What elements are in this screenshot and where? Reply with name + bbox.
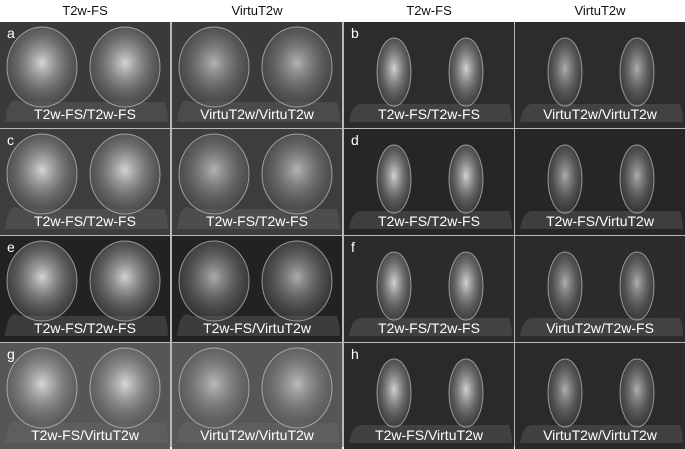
mri-panel-g-right: VirtuT2w/VirtuT2w [172,343,342,449]
column-header-virtut2w-right: VirtuT2w [574,3,626,18]
mri-panel-c-right: T2w-FS/T2w-FS [172,129,342,235]
panel-letter: c [7,132,14,148]
mri-panel-b-left: b T2w-FS/T2w-FS [344,22,514,128]
panel-caption: T2w-FS/T2w-FS [378,213,480,229]
mri-panel-g-left: g T2w-FS/VirtuT2w [0,343,170,449]
breast-mri-image [520,37,683,122]
breast-mri-image [520,251,683,336]
mri-panel-a-left: a T2w-FS/T2w-FS [0,22,170,128]
panel-caption: VirtuT2w/VirtuT2w [543,106,657,122]
panel-letter: a [7,25,15,41]
panel-letter: b [351,25,359,41]
breast-mri-image [177,240,340,336]
breast-mri-image [349,251,512,336]
mri-panel-a-right: VirtuT2w/VirtuT2w [172,22,342,128]
column-header-t2w-fs-left: T2w-FS [62,3,108,18]
panel-caption: VirtuT2w/VirtuT2w [543,427,657,443]
breast-mri-image [5,240,168,336]
mri-panel-f-right: VirtuT2w/T2w-FS [515,236,685,342]
panel-caption: T2w-FS/T2w-FS [378,320,480,336]
panel-caption: T2w-FS/T2w-FS [34,213,136,229]
breast-mri-image [5,26,168,122]
panel-letter: d [351,132,359,148]
mri-panel-h-left: h T2w-FS/VirtuT2w [344,343,514,449]
mri-panel-c-left: c T2w-FS/T2w-FS [0,129,170,235]
mri-panel-e-left: e T2w-FS/T2w-FS [0,236,170,342]
panel-caption: T2w-FS/T2w-FS [34,320,136,336]
panel-letter: h [351,346,359,362]
column-header-t2w-fs-right: T2w-FS [406,3,452,18]
breast-mri-image [520,358,683,443]
panel-caption: T2w-FS/VirtuT2w [31,427,139,443]
panel-caption: T2w-FS/VirtuT2w [375,427,483,443]
panel-letter: g [7,346,15,362]
panel-caption: VirtuT2w/T2w-FS [546,320,654,336]
mri-panel-d-right: T2w-FS/VirtuT2w [515,129,685,235]
panel-caption: VirtuT2w/VirtuT2w [200,427,314,443]
mri-panel-f-left: f T2w-FS/T2w-FS [344,236,514,342]
panel-caption: VirtuT2w/VirtuT2w [200,106,314,122]
breast-mri-image [5,133,168,229]
breast-mri-image [520,144,683,229]
breast-mri-image [177,133,340,229]
panel-caption: T2w-FS/T2w-FS [378,106,480,122]
breast-mri-image [349,144,512,229]
panel-caption: T2w-FS/VirtuT2w [203,320,311,336]
mri-panel-h-right: VirtuT2w/VirtuT2w [515,343,685,449]
breast-mri-image [349,358,512,443]
panel-caption: T2w-FS/T2w-FS [206,213,308,229]
mri-panel-b-right: VirtuT2w/VirtuT2w [515,22,685,128]
panel-letter: e [7,239,15,255]
mri-panel-e-right: T2w-FS/VirtuT2w [172,236,342,342]
mri-figure-grid: a T2w-FS/T2w-FS VirtuT2w/VirtuT2w b T2w-FS… [0,22,685,449]
panel-letter: f [351,239,355,255]
breast-mri-image [5,347,168,443]
mri-panel-d-left: d T2w-FS/T2w-FS [344,129,514,235]
breast-mri-image [177,347,340,443]
panel-caption: T2w-FS/VirtuT2w [546,213,654,229]
breast-mri-image [349,37,512,122]
breast-mri-image [177,26,340,122]
panel-caption: T2w-FS/T2w-FS [34,106,136,122]
column-header-virtut2w-left: VirtuT2w [231,3,283,18]
